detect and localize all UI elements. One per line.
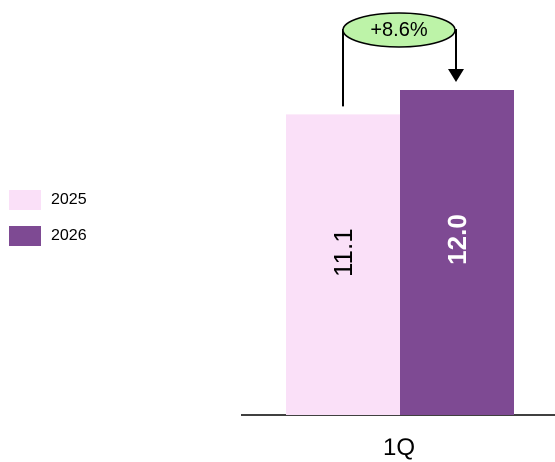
- legend-item-2025: 2025: [9, 190, 87, 210]
- x-tick-label: 1Q: [383, 434, 415, 461]
- legend: 2025 2026: [9, 190, 87, 262]
- legend-label-2025: 2025: [51, 191, 87, 208]
- data-label-2026: 12.0: [442, 214, 472, 265]
- annotation-label: +8.6%: [370, 19, 427, 41]
- bar-2025: [286, 114, 400, 415]
- legend-item-2026: 2026: [9, 226, 87, 246]
- change-annotation: +8.6%: [342, 12, 464, 107]
- annotation-arrowhead: [448, 69, 464, 82]
- annotation-pill: [342, 12, 456, 48]
- legend-label-2026: 2026: [51, 227, 87, 244]
- legend-swatch-2026: [9, 226, 41, 246]
- data-label-2025: 11.1: [328, 228, 358, 277]
- legend-swatch-2025: [9, 190, 41, 210]
- bar-2026: [400, 90, 514, 415]
